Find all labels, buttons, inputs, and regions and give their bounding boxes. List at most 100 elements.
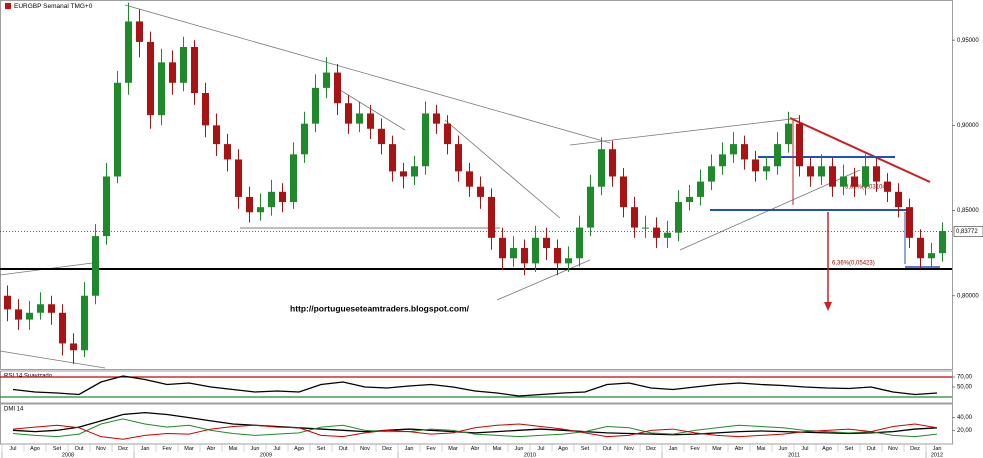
month-label: Nov (96, 446, 106, 452)
month-label: Nov (624, 446, 634, 452)
month-label: Out (339, 446, 348, 452)
candle-body (608, 149, 617, 177)
candle-body (344, 103, 353, 124)
month-label: Fev (426, 446, 435, 452)
month-label: Set (845, 446, 854, 452)
candle-body (927, 253, 936, 259)
y-tick-label: 0,85000 (957, 208, 979, 214)
dmi-title: DMI 14 (4, 407, 24, 413)
year-label: 2012 (931, 452, 943, 458)
month-label: Jul (537, 446, 544, 452)
month-label: Fev (690, 446, 699, 452)
month-label: Fev (162, 446, 171, 452)
year-label: 2008 (62, 452, 74, 458)
trendline (124, 4, 611, 144)
month-label: Ago (558, 446, 568, 452)
candle-body (894, 191, 903, 208)
candle-body (289, 154, 298, 203)
candle-body (3, 295, 12, 310)
candle-body (707, 166, 716, 182)
candle-body (47, 304, 56, 313)
y-tick-label: 40,00 (957, 415, 973, 421)
candle-body (113, 82, 122, 177)
trendline (444, 119, 561, 219)
arrow-head (824, 302, 832, 311)
annotation: 3,69%(0,03104) (845, 185, 888, 191)
month-label: Mai (757, 446, 766, 452)
candle-body (58, 312, 67, 344)
dmi-line (12, 411, 938, 436)
month-label: Jul (801, 446, 808, 452)
chart-title: EURGBP Semanal TMG+0 (14, 3, 93, 10)
month-label: Ago (294, 446, 304, 452)
candle-body (102, 176, 111, 237)
candle-body (421, 113, 430, 167)
year-label: 2011 (788, 452, 800, 458)
y-tick-label: 70,00 (957, 375, 973, 381)
candle-body (366, 113, 375, 129)
month-label: Mar (184, 446, 194, 452)
candle-body (432, 113, 441, 124)
month-label: Ago (822, 446, 832, 452)
candle-body (399, 171, 408, 177)
candle-body (773, 144, 782, 167)
candle-body (553, 248, 562, 264)
month-label: Jan (405, 446, 414, 452)
month-label: Dez (646, 446, 656, 452)
candle-body (245, 196, 254, 213)
candle-body (619, 176, 628, 208)
candle-body (410, 166, 419, 177)
y-tick-label: 20,00 (957, 428, 973, 434)
y-tick-label: 0,95000 (957, 38, 979, 44)
candle-body (630, 207, 639, 228)
candle-body (476, 186, 485, 197)
month-label: Nov (888, 446, 898, 452)
candle-body (641, 227, 650, 229)
candle-body (883, 181, 892, 192)
month-label: Mar (712, 446, 722, 452)
candle-body (905, 207, 914, 238)
month-label: Abr (207, 446, 216, 452)
candle-body (256, 207, 265, 213)
annotation: http://portugueseteamtraders.blogspot.co… (290, 303, 470, 313)
month-label: Dez (118, 446, 128, 452)
candle-body (696, 181, 705, 197)
month-label: Jan (141, 446, 150, 452)
candle-body (586, 186, 595, 228)
candle-body (542, 237, 551, 249)
month-label: Dez (382, 446, 392, 452)
candle-body (762, 166, 771, 172)
month-label: Jul (273, 446, 280, 452)
month-label: Ago (30, 446, 40, 452)
month-label: Jun (251, 446, 260, 452)
candle-body (311, 87, 320, 124)
month-label: Mar (448, 446, 458, 452)
candle-body (861, 166, 870, 187)
y-tick-label: 0,80000 (957, 293, 979, 299)
candle-body (36, 304, 45, 313)
candle-body (454, 144, 463, 172)
month-label: Mai (493, 446, 502, 452)
month-label: Abr (471, 446, 480, 452)
month-label: Set (317, 446, 326, 452)
candle-body (91, 236, 100, 296)
annotation: 6,36%(0,05423) (832, 261, 875, 267)
candle-body (322, 72, 331, 88)
y-tick-label: 0,90000 (957, 123, 979, 129)
candle-body (355, 113, 364, 124)
candle-body (487, 196, 496, 238)
candle-body (267, 191, 276, 208)
candle-body (872, 166, 881, 182)
candle-body (498, 237, 507, 259)
candle-body (729, 144, 738, 155)
candle-body (751, 159, 760, 172)
dmi-pane (0, 403, 953, 445)
candle-body (839, 176, 848, 187)
candle-body (179, 47, 188, 83)
month-label: Jun (515, 446, 524, 452)
dmi-line (12, 423, 938, 440)
candle-body (168, 62, 177, 83)
candle-body (14, 309, 23, 320)
month-label: Dez (910, 446, 920, 452)
